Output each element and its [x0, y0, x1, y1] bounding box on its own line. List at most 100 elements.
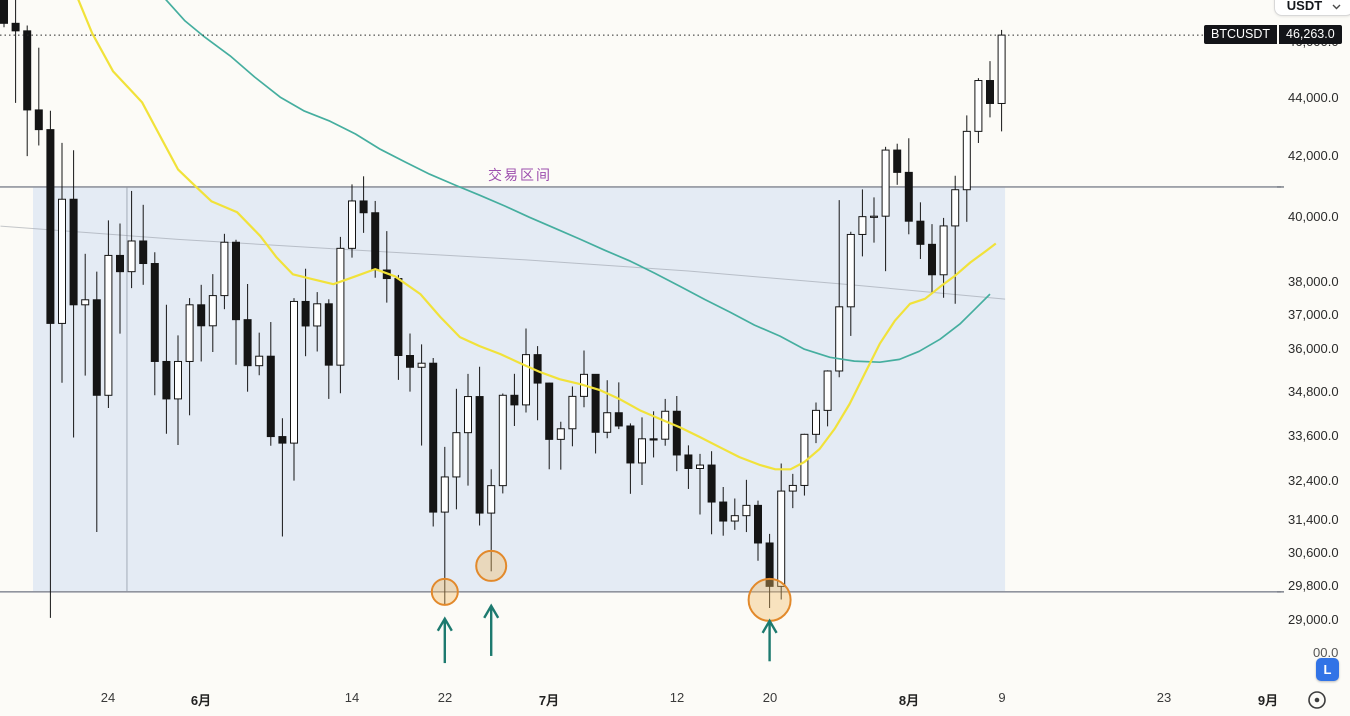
candle-body	[301, 300, 310, 327]
candle-body	[266, 355, 275, 438]
low-highlight-circle[interactable]	[747, 577, 792, 622]
candle-body	[475, 396, 484, 514]
candle-body	[672, 410, 681, 456]
candle-body	[208, 295, 217, 327]
candle-body	[858, 216, 867, 235]
price-axis-label: 32,400.0	[1288, 473, 1339, 488]
candle-body	[719, 501, 728, 522]
candle-body	[730, 515, 739, 522]
candle-body	[150, 263, 159, 362]
candle-body	[440, 476, 449, 513]
time-axis-label: 20	[762, 690, 778, 705]
currency-label: USDT	[1286, 0, 1323, 13]
candle-body	[812, 409, 820, 435]
candle-body	[359, 200, 368, 214]
candle-body	[661, 410, 670, 440]
time-axis-label: 6月	[190, 693, 212, 708]
time-axis-label: 12	[669, 690, 685, 705]
time-axis-label: 14	[344, 690, 360, 705]
candle-body	[893, 149, 902, 173]
candle-body	[104, 254, 113, 396]
candle-body	[603, 412, 612, 433]
currency-selector[interactable]: USDT	[1274, 0, 1350, 16]
candle-body	[986, 80, 994, 104]
candle-body	[916, 220, 925, 245]
candle-body	[788, 484, 797, 492]
candle-body	[23, 30, 32, 111]
candle-body	[313, 303, 322, 327]
candle-body	[92, 299, 101, 396]
candle-body	[997, 34, 1006, 104]
low-highlight-circle[interactable]	[430, 577, 459, 606]
candle-body	[870, 215, 878, 218]
chevron-down-icon	[1332, 4, 1341, 10]
candle-body	[696, 464, 704, 469]
candle-body	[324, 303, 333, 366]
candle-body	[81, 299, 90, 306]
candle-body	[394, 278, 403, 357]
candle-body	[522, 354, 530, 406]
log-scale-button[interactable]: L	[1316, 658, 1339, 681]
up-arrow-head[interactable]	[483, 603, 500, 619]
time-axis-label: 7月	[538, 693, 560, 708]
candle-body	[754, 504, 762, 544]
candle-body	[649, 438, 658, 441]
candle-body	[742, 504, 751, 517]
time-axis-label: 24	[100, 690, 116, 705]
candle-body	[220, 241, 229, 297]
time-axis-label: 8月	[898, 693, 920, 708]
price-axis-label: 40,000.0	[1288, 209, 1339, 224]
candle-body	[904, 171, 913, 222]
price-axis-label: 44,000.0	[1288, 90, 1339, 105]
candle-body	[974, 80, 983, 132]
candle-body	[939, 225, 948, 276]
candle-body	[127, 240, 136, 273]
candle-body	[11, 22, 20, 32]
candle-body	[962, 130, 971, 191]
candle-body	[34, 109, 43, 131]
up-arrow-head[interactable]	[436, 616, 453, 632]
candle-body	[162, 360, 171, 400]
candle-body	[626, 425, 635, 464]
candle-body	[777, 490, 786, 587]
candle-body	[139, 240, 148, 265]
price-axis-partial-label: 00.0	[1313, 645, 1339, 660]
candle-body	[348, 200, 356, 249]
time-axis-label: 22	[437, 690, 453, 705]
time-axis-label: 23	[1156, 690, 1172, 705]
candle-body	[928, 243, 936, 276]
candle-body	[556, 428, 565, 440]
candle-body	[336, 247, 345, 366]
candle-body	[197, 304, 206, 327]
candle-body	[174, 360, 182, 400]
candle-body	[765, 542, 774, 587]
price-axis-label: 29,800.0	[1288, 578, 1339, 593]
price-axis-label: 36,000.0	[1288, 341, 1339, 356]
candle-body	[835, 306, 844, 372]
candle-body	[406, 355, 414, 368]
candle-body	[638, 438, 646, 464]
candle-body	[846, 233, 855, 308]
candle-body	[0, 0, 8, 24]
candle-body	[498, 394, 507, 487]
last-price-value: 46,263.0	[1279, 25, 1342, 44]
low-highlight-circle[interactable]	[475, 549, 508, 582]
timezone-target-icon[interactable]	[1306, 689, 1328, 711]
trading-range-box	[33, 186, 1006, 592]
price-axis-label: 34,800.0	[1288, 384, 1339, 399]
price-axis-label: 37,000.0	[1288, 307, 1339, 322]
candle-body	[707, 464, 716, 503]
candle-body	[116, 254, 124, 273]
candle-body	[58, 198, 66, 324]
candle-body	[614, 412, 623, 427]
price-axis-label: 33,600.0	[1288, 428, 1339, 443]
candle-body	[255, 355, 264, 367]
candle-body	[69, 198, 78, 306]
candle-body	[417, 362, 426, 368]
candle-body	[487, 485, 496, 514]
candle-body	[429, 362, 438, 513]
candle-body	[46, 129, 55, 324]
up-arrow-head[interactable]	[761, 618, 778, 634]
